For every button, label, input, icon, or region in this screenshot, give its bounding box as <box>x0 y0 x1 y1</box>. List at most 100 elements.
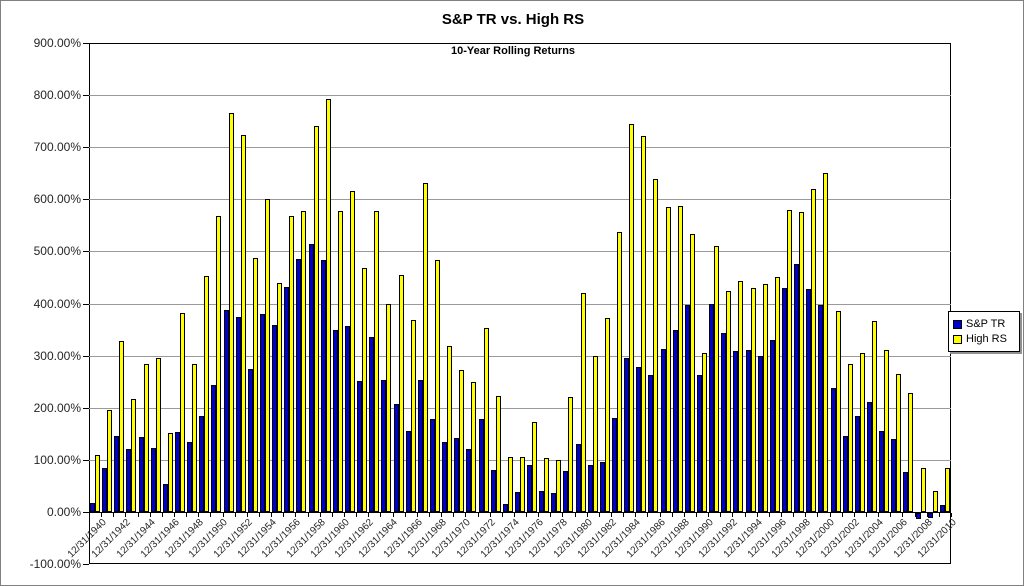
x-axis-tick <box>331 512 333 517</box>
gridline <box>89 251 951 253</box>
x-axis-line <box>89 511 951 513</box>
legend-label: High RS <box>966 333 1007 345</box>
bar <box>745 350 751 512</box>
bar <box>818 305 824 512</box>
y-axis-label: 500.00% <box>33 244 81 259</box>
y-axis-tick <box>83 199 89 201</box>
bar <box>811 188 817 512</box>
bar <box>272 325 278 512</box>
bar <box>150 448 156 512</box>
bar <box>757 355 763 512</box>
legend-item-sp-tr: S&P TR <box>953 318 1015 331</box>
bar <box>689 233 695 512</box>
y-axis-tick <box>83 511 89 513</box>
x-axis-tick <box>453 512 455 517</box>
bar <box>648 375 654 512</box>
bar <box>575 444 581 512</box>
x-axis-tick <box>793 512 795 517</box>
x-axis-tick <box>271 512 273 517</box>
bar <box>599 462 605 512</box>
legend: S&P TR High RS <box>948 311 1020 352</box>
bar <box>665 207 671 512</box>
bar <box>417 380 423 512</box>
x-axis-tick <box>926 512 928 517</box>
x-axis-tick <box>683 512 685 517</box>
bar <box>896 373 902 512</box>
x-axis-tick <box>210 512 212 517</box>
bar <box>787 209 793 512</box>
bar <box>927 512 933 519</box>
bar <box>289 216 295 512</box>
bar <box>762 284 768 512</box>
bar <box>932 490 938 512</box>
bar <box>624 358 630 512</box>
x-axis-tick <box>938 512 940 517</box>
bar <box>422 182 428 512</box>
bar <box>750 287 756 512</box>
x-axis-tick <box>198 512 200 517</box>
x-axis-tick <box>258 512 260 517</box>
bar <box>398 274 404 512</box>
bar <box>349 191 355 512</box>
x-axis-tick <box>817 512 819 517</box>
bar <box>131 398 137 512</box>
bar <box>835 310 841 512</box>
bar <box>155 358 161 512</box>
x-axis-tick <box>671 512 673 517</box>
gridline <box>89 355 951 357</box>
bar <box>296 258 302 512</box>
bar <box>369 337 375 512</box>
bar <box>102 468 108 512</box>
bar <box>478 419 484 512</box>
bar <box>410 320 416 512</box>
bar <box>483 327 489 512</box>
x-axis-tick <box>744 512 746 517</box>
x-axis-tick <box>623 512 625 517</box>
bar <box>405 431 411 512</box>
gridline <box>89 407 951 409</box>
bar <box>167 432 173 512</box>
x-axis-tick <box>841 512 843 517</box>
bar <box>769 339 775 512</box>
chart-title: S&P TR vs. High RS <box>441 11 585 28</box>
bar <box>192 364 198 512</box>
bar <box>660 348 666 512</box>
bar <box>872 320 877 512</box>
x-axis-tick <box>246 512 248 517</box>
bar <box>629 123 635 512</box>
x-axis-tick <box>732 512 734 517</box>
x-axis-tick <box>562 512 564 517</box>
x-axis-tick <box>368 512 370 517</box>
bar <box>313 126 319 512</box>
bar <box>447 346 453 512</box>
bar <box>119 341 125 512</box>
bar <box>393 403 399 512</box>
x-axis-tick <box>404 512 406 517</box>
bar <box>939 504 945 512</box>
bar <box>697 375 703 512</box>
bar <box>726 290 732 512</box>
bar <box>357 380 363 512</box>
x-axis-tick <box>477 512 479 517</box>
bar <box>247 368 253 512</box>
bar <box>915 512 921 520</box>
bar <box>617 232 623 512</box>
bar <box>301 210 307 512</box>
bar <box>604 317 610 512</box>
x-axis-tick <box>283 512 285 517</box>
x-axis-tick <box>866 512 867 517</box>
y-axis-label: 300.00% <box>33 348 81 363</box>
gridline <box>89 303 951 305</box>
bar <box>684 305 690 512</box>
y-axis-tick <box>83 355 89 357</box>
bar <box>374 211 380 512</box>
bar <box>867 402 872 512</box>
bar <box>879 431 885 512</box>
y-axis-label: 900.00% <box>33 36 81 50</box>
y-axis-tick <box>83 95 89 97</box>
bar <box>891 439 897 512</box>
bar <box>568 397 574 512</box>
gridline <box>89 199 951 201</box>
bar <box>211 385 217 512</box>
